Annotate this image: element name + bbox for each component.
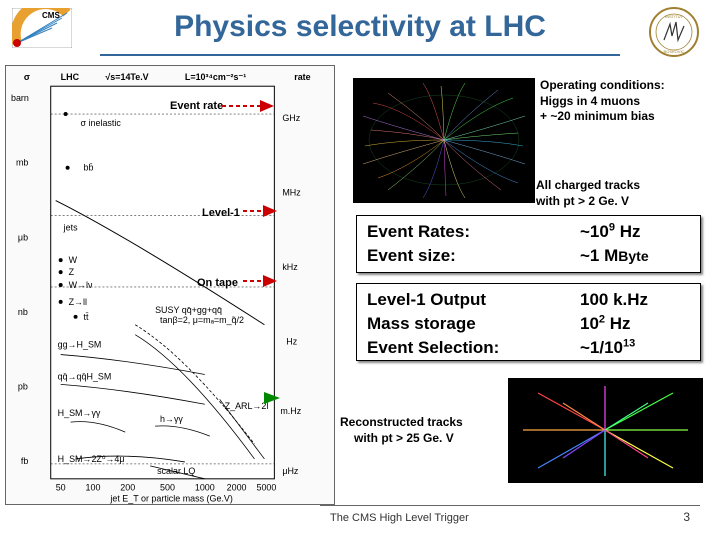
- slide-root: CMS INSTITUT BOSKOVIC Physics selectivit…: [0, 0, 720, 540]
- svg-text:Hz: Hz: [286, 337, 297, 347]
- svg-text:SUSY qq̄+gg+qq̄: SUSY qq̄+gg+qq̄: [155, 305, 222, 315]
- svg-text:rate: rate: [294, 72, 310, 82]
- svg-text:gg→H_SM: gg→H_SM: [58, 340, 102, 350]
- svg-text:200: 200: [120, 483, 135, 493]
- svg-text:1000: 1000: [195, 483, 215, 493]
- svg-text:tanβ=2, μ=mₐ=m_q̃/2: tanβ=2, μ=mₐ=m_q̃/2: [160, 315, 244, 325]
- svg-text:m.Hz: m.Hz: [280, 406, 301, 416]
- svg-text:qq̄→qq̄H_SM: qq̄→qq̄H_SM: [58, 371, 112, 381]
- svg-text:BOSKOVIC: BOSKOVIC: [664, 49, 685, 54]
- tracks-line2: with pt > 2 Ge. V: [536, 194, 706, 210]
- event-display-image: [353, 78, 535, 203]
- annot-level1: Level-1: [202, 207, 240, 219]
- arrow-ontape: [243, 272, 278, 290]
- stat-row: Event Selection: ~1/1013: [367, 336, 690, 360]
- stats-box-2: Level-1 Output 100 k.Hz Mass storage 102 H…: [356, 283, 701, 361]
- svg-text:H_SM→γγ: H_SM→γγ: [58, 408, 101, 418]
- svg-text:fb: fb: [21, 456, 28, 466]
- recon-line2: with pt > 25 Ge. V: [340, 431, 515, 447]
- svg-text:mb: mb: [16, 158, 28, 168]
- svg-text:5000: 5000: [256, 483, 276, 493]
- cond-line1: Operating conditions:: [540, 78, 708, 94]
- svg-text:LHC: LHC: [61, 72, 80, 82]
- slide-title: Physics selectivity at LHC: [0, 10, 720, 44]
- svg-text:nb: nb: [18, 307, 28, 317]
- stat-row: Event size: ~1 MByte: [367, 244, 690, 268]
- svg-text:W: W: [69, 255, 78, 265]
- stat-label: Mass storage: [367, 312, 476, 336]
- stat-row: Level-1 Output 100 k.Hz: [367, 288, 690, 312]
- stat-value: ~1 MByte: [580, 244, 690, 268]
- arrow-bottom: [262, 389, 282, 407]
- arrow-event-rate: [222, 97, 277, 115]
- svg-text:pb: pb: [18, 381, 28, 391]
- svg-text:GHz: GHz: [282, 113, 300, 123]
- svg-text:2000: 2000: [227, 483, 247, 493]
- stats-box-1: Event Rates: ~109 Hz Event size: ~1 MByte: [356, 215, 701, 273]
- cond-line3: + ~20 minimum bias: [540, 109, 708, 125]
- tracks-caption: All charged tracks with pt > 2 Ge. V: [536, 178, 706, 209]
- stat-row: Event Rates: ~109 Hz: [367, 220, 690, 244]
- stat-label: Event Selection:: [367, 336, 499, 360]
- cond-line2: Higgs in 4 muons: [540, 94, 708, 110]
- svg-text:scalar LQ: scalar LQ: [157, 466, 195, 476]
- svg-text:Z: Z: [69, 267, 75, 277]
- stat-row: Mass storage 102 Hz: [367, 312, 690, 336]
- svg-text:100: 100: [86, 483, 101, 493]
- tracks-line1: All charged tracks: [536, 178, 706, 194]
- stat-label: Event size:: [367, 244, 456, 268]
- svg-text:jet E_T or particle mass (Ge.V: jet E_T or particle mass (Ge.V): [109, 494, 233, 504]
- footer-text: The CMS High Level Trigger: [330, 512, 469, 524]
- operating-conditions: Operating conditions: Higgs in 4 muons +…: [540, 78, 708, 125]
- svg-text:tt̄: tt̄: [84, 312, 90, 322]
- svg-text:μHz: μHz: [282, 466, 299, 476]
- svg-text:H_SM→2Z⁰→4μ: H_SM→2Z⁰→4μ: [58, 454, 125, 464]
- svg-text:jets: jets: [63, 222, 78, 232]
- svg-text:L=10³⁴cm⁻²s⁻¹: L=10³⁴cm⁻²s⁻¹: [185, 72, 246, 82]
- svg-text:500: 500: [160, 483, 175, 493]
- stat-label: Level-1 Output: [367, 288, 486, 312]
- svg-text:√s=14Te.V: √s=14Te.V: [105, 72, 148, 82]
- svg-text:σ: σ: [24, 72, 30, 82]
- arrow-level1: [243, 202, 278, 220]
- stat-value: 102 Hz: [580, 312, 690, 336]
- svg-text:MHz: MHz: [282, 188, 301, 198]
- cross-section-chart: σ LHC √s=14Te.V L=10³⁴cm⁻²s⁻¹ rate barn …: [5, 65, 335, 505]
- svg-text:kHz: kHz: [282, 262, 298, 272]
- svg-text:h→γγ: h→γγ: [160, 414, 183, 424]
- title-underline: [100, 54, 620, 56]
- recon-line1: Reconstructed tracks: [340, 415, 515, 431]
- svg-text:bb̄: bb̄: [84, 163, 94, 173]
- stat-label: Event Rates:: [367, 220, 470, 244]
- stat-value: ~109 Hz: [580, 220, 690, 244]
- svg-text:μb: μb: [18, 232, 28, 242]
- stat-value: ~1/1013: [580, 336, 690, 360]
- page-number: 3: [683, 510, 690, 524]
- svg-text:Z→ll: Z→ll: [69, 297, 87, 307]
- reconstructed-tracks-image: [508, 378, 703, 483]
- annot-event-rate: Event rate: [170, 100, 223, 112]
- reconstructed-caption: Reconstructed tracks with pt > 25 Ge. V: [340, 415, 515, 446]
- footer-divider: [320, 505, 700, 506]
- svg-text:W→lν: W→lν: [69, 280, 93, 290]
- stat-value: 100 k.Hz: [580, 288, 690, 312]
- annot-ontape: On tape: [197, 277, 238, 289]
- svg-text:σ inelastic: σ inelastic: [81, 118, 122, 128]
- svg-text:barn: barn: [11, 93, 29, 103]
- svg-text:50: 50: [56, 483, 66, 493]
